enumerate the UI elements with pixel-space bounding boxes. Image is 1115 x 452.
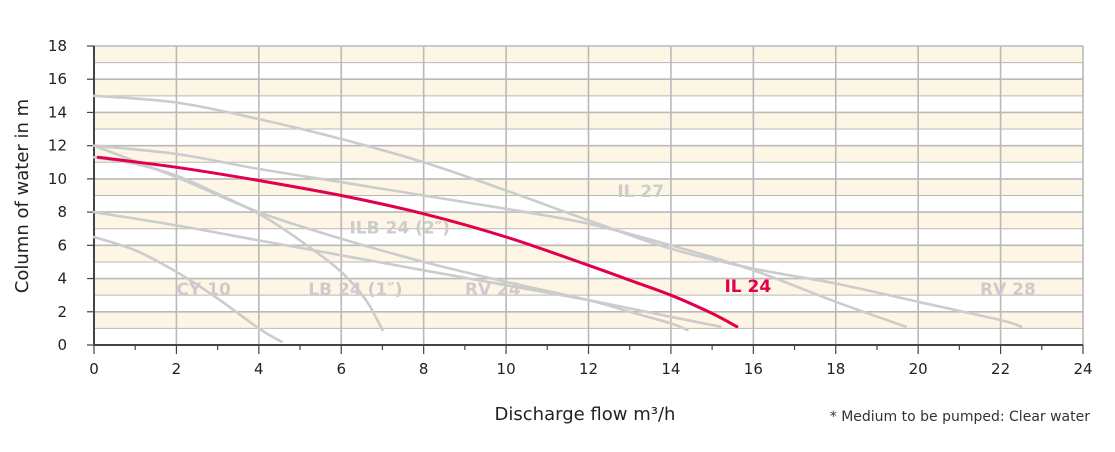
curve-label-rv-28: RV 28 (980, 280, 1036, 300)
x-tick-label: 12 (579, 360, 598, 378)
x-tick-label: 6 (336, 360, 346, 378)
y-tick-label: 8 (57, 203, 67, 221)
y-tick-label: 18 (48, 37, 67, 55)
x-axis-title: Discharge flow m³/h (495, 404, 676, 425)
y-tick-label: 0 (57, 336, 67, 354)
series-curves (92, 94, 1023, 343)
x-tick-label: 8 (419, 360, 429, 378)
curve-label-il-27: IL 27 (617, 182, 664, 202)
x-tick-label: 20 (909, 360, 928, 378)
y-tick-label: 6 (57, 236, 67, 254)
y-tick-label: 14 (48, 103, 67, 121)
grid-lines (93, 45, 1084, 346)
curve-cy-10 (92, 235, 283, 343)
curve-label-cy-10: CY 10 (176, 280, 231, 300)
y-axis-title: Column of water in m (12, 99, 33, 293)
y-tick-label: 2 (57, 303, 67, 321)
curve-label-lb-24-1: LB 24 (1″) (308, 280, 402, 300)
y-tick-label: 16 (48, 70, 67, 88)
curve-ilb-24-2 (92, 144, 689, 332)
footnote: * Medium to be pumped: Clear water (830, 409, 1090, 425)
x-tick-label: 2 (172, 360, 182, 378)
x-tick-label: 10 (497, 360, 516, 378)
y-tick-label: 4 (57, 270, 67, 288)
x-tick-label: 16 (744, 360, 763, 378)
series-labels: CY 10 LB 24 (1″) ILB 24 (2″) RV 24 IL 27 RV 2… (176, 182, 1035, 300)
curve-il-27 (92, 144, 908, 328)
curve-il-24 (96, 155, 739, 329)
x-tick-label: 24 (1073, 360, 1092, 378)
curve-label-ilb-24-2: ILB 24 (2″) (349, 219, 450, 239)
x-tick-label: 0 (89, 360, 99, 378)
curve-rv-24 (92, 210, 722, 328)
curve-rv-28 (92, 94, 1023, 328)
x-tick-label: 22 (991, 360, 1010, 378)
x-tick-label: 14 (661, 360, 680, 378)
curve-label-il-24: IL 24 (724, 277, 771, 297)
y-tick-label: 12 (48, 137, 67, 155)
x-tick-label: 4 (254, 360, 264, 378)
curve-label-rv-24: RV 24 (465, 280, 521, 300)
y-tick-label: 10 (48, 170, 67, 188)
x-tick-label: 18 (826, 360, 845, 378)
